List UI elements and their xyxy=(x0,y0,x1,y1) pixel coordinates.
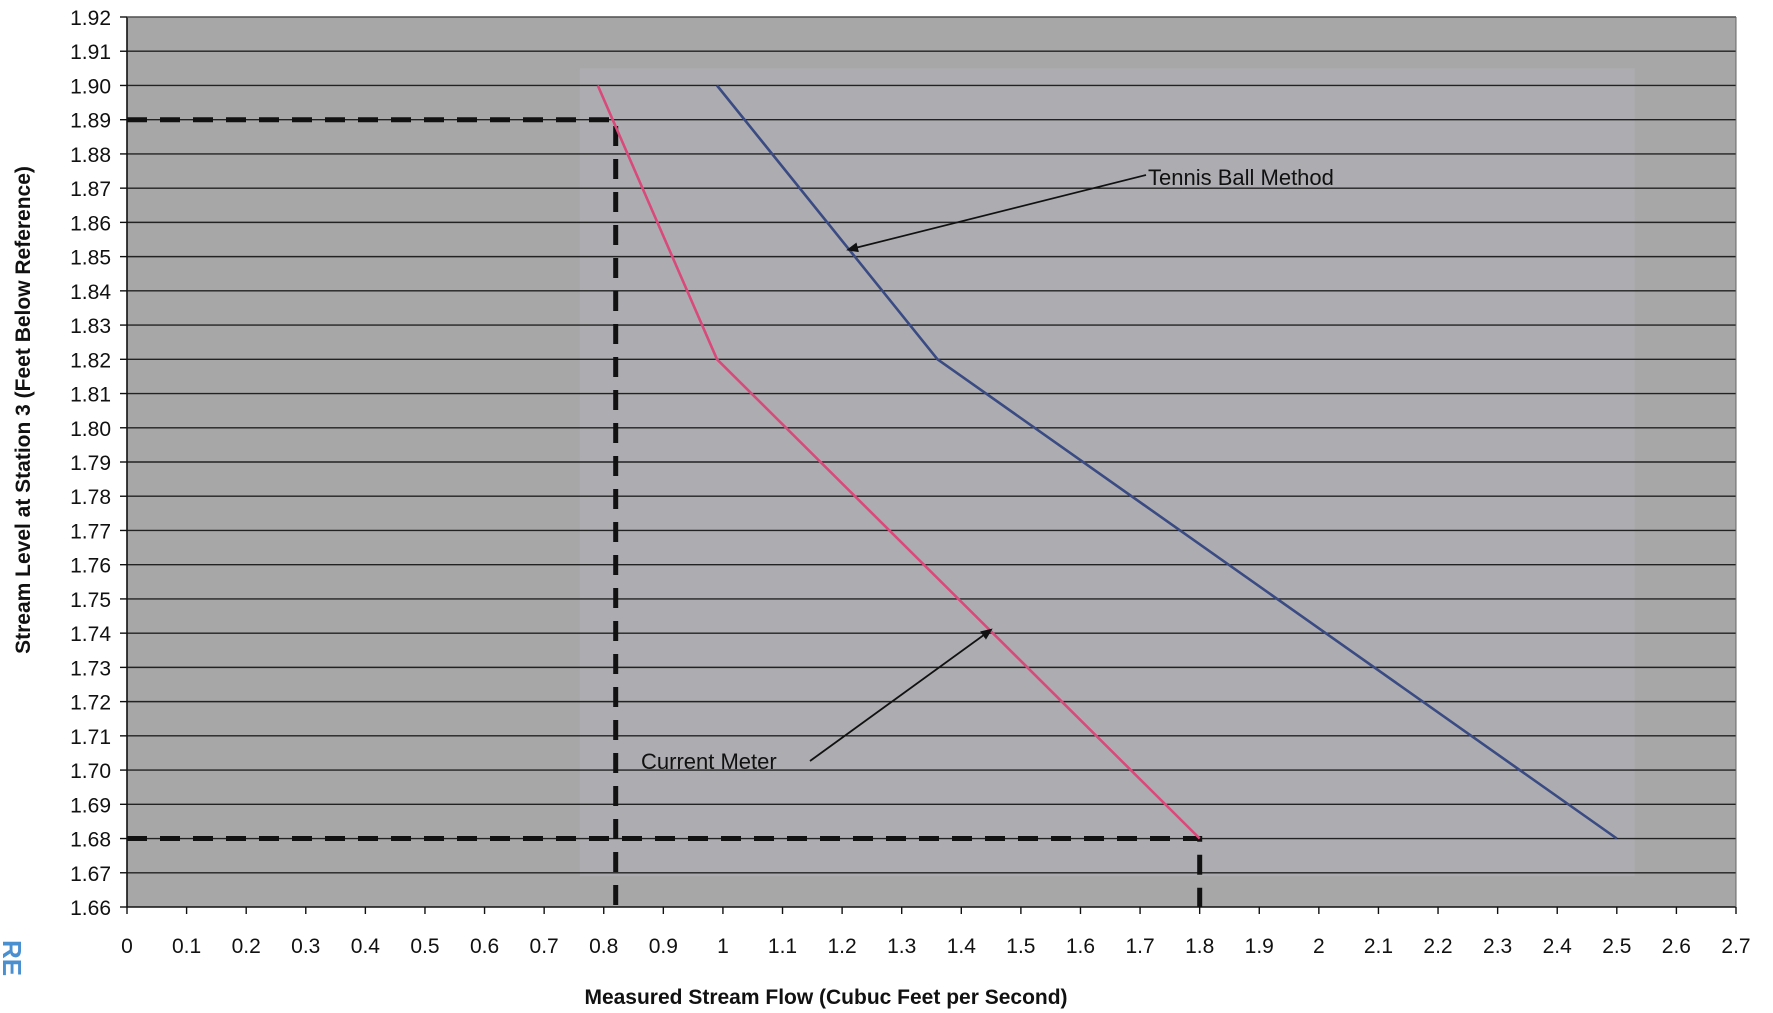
x-tick-label: 2 xyxy=(1313,935,1325,958)
corner-glyph: RE xyxy=(0,940,27,976)
y-tick-label: 1.71 xyxy=(70,726,111,749)
x-tick-label: 0.3 xyxy=(291,935,320,958)
x-tick-label: 2.6 xyxy=(1662,935,1691,958)
y-tick-label: 1.69 xyxy=(70,794,111,817)
y-tick-label: 1.88 xyxy=(70,144,111,167)
x-tick-label: 0 xyxy=(121,935,133,958)
x-tick-label: 2.5 xyxy=(1602,935,1631,958)
x-tick-label: 1.5 xyxy=(1006,935,1035,958)
series-line-tennis-ball-method xyxy=(715,84,1618,840)
y-tick-label: 1.66 xyxy=(70,897,111,920)
x-tick-label: 1.7 xyxy=(1125,935,1154,958)
series-line-current-meter xyxy=(596,84,1201,840)
x-tick-label: 2.1 xyxy=(1364,935,1393,958)
y-tick-labels: 1.66 1.67 1.68 1.69 1.70 1.71 1.72 1.73 1.74 1.75… xyxy=(70,7,111,920)
x-tick-label: 2.3 xyxy=(1483,935,1512,958)
series-lines xyxy=(596,84,1618,840)
annotation-arrow-2 xyxy=(809,628,993,762)
x-tick-label: 1.9 xyxy=(1245,935,1274,958)
y-tick-label: 1.85 xyxy=(70,247,111,270)
x-tick-label: 1.3 xyxy=(887,935,916,958)
x-tick-label: 0.5 xyxy=(410,935,439,958)
x-tick-label: 0.7 xyxy=(530,935,559,958)
y-tick-label: 1.79 xyxy=(70,452,111,475)
y-tick-label: 1.90 xyxy=(70,75,111,98)
x-axis-title: Measured Stream Flow (Cubuc Feet per Sec… xyxy=(584,986,1067,1009)
annotations: Tennis Ball Method Current Meter xyxy=(641,165,1334,774)
y-tick-label: 1.77 xyxy=(70,520,111,543)
y-tick-label: 1.67 xyxy=(70,863,111,886)
annotation-label-2: Current Meter xyxy=(641,749,777,774)
y-tick-label: 1.84 xyxy=(70,281,111,304)
y-tick-label: 1.92 xyxy=(70,7,111,30)
y-axis-title: Stream Level at Station 3 (Feet Below Re… xyxy=(12,166,35,654)
annotation-label-1: Tennis Ball Method xyxy=(1148,165,1334,190)
x-tick-label: 1.2 xyxy=(828,935,857,958)
x-tick-label: 1 xyxy=(717,935,729,958)
y-tick-label: 1.76 xyxy=(70,555,111,578)
y-tick-label: 1.78 xyxy=(70,486,111,509)
y-tick-label: 1.80 xyxy=(70,418,111,441)
y-tick-label: 1.87 xyxy=(70,178,111,201)
x-tick-label: 0.2 xyxy=(232,935,261,958)
y-tick-label: 1.75 xyxy=(70,589,111,612)
annotation-arrow-1 xyxy=(846,174,1147,253)
y-tick-label: 1.70 xyxy=(70,760,111,783)
x-tick-label: 2.4 xyxy=(1543,935,1573,958)
y-tick-label: 1.68 xyxy=(70,829,111,852)
axes xyxy=(120,16,1737,914)
gridlines xyxy=(127,16,1736,874)
y-tick-label: 1.83 xyxy=(70,315,111,338)
x-tick-label: 0.1 xyxy=(172,935,201,958)
y-tick-label: 1.73 xyxy=(70,657,111,680)
x-tick-label: 0.4 xyxy=(351,935,381,958)
y-tick-label: 1.81 xyxy=(70,384,111,407)
y-tick-label: 1.86 xyxy=(70,212,111,235)
x-tick-label: 2.2 xyxy=(1423,935,1452,958)
x-tick-label: 0.8 xyxy=(589,935,618,958)
x-tick-label: 0.6 xyxy=(470,935,499,958)
x-tick-label: 1.4 xyxy=(947,935,977,958)
y-tick-label: 1.89 xyxy=(70,110,111,133)
inner-plot-panel xyxy=(579,68,1635,877)
y-tick-label: 1.91 xyxy=(70,41,111,64)
x-tick-label: 1.1 xyxy=(768,935,797,958)
x-tick-label: 0.9 xyxy=(649,935,678,958)
y-tick-label: 1.74 xyxy=(70,623,111,646)
x-tick-labels: 0 0.1 0.2 0.3 0.4 0.5 0.6 0.7 0.8 0.9 1 1.1 1.2 1.3 1.… xyxy=(121,935,1750,958)
y-tick-label: 1.82 xyxy=(70,349,111,372)
x-tick-label: 1.6 xyxy=(1066,935,1095,958)
x-tick-label: 2.7 xyxy=(1721,935,1750,958)
x-tick-label: 1.8 xyxy=(1185,935,1214,958)
y-tick-label: 1.72 xyxy=(70,692,111,715)
